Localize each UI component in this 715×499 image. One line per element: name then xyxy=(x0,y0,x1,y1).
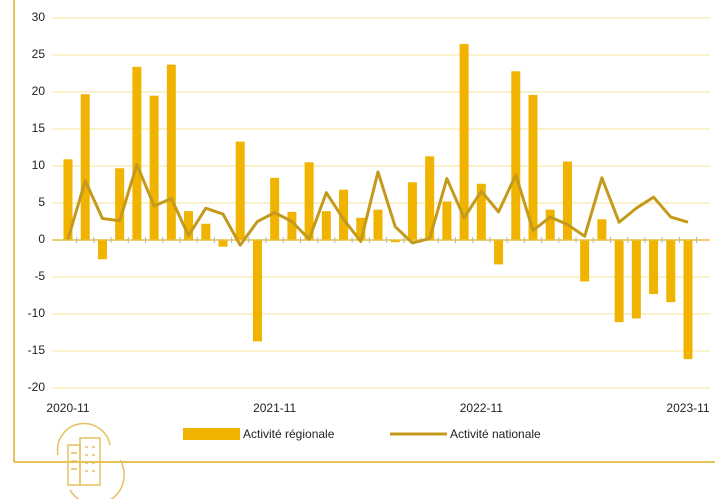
bar xyxy=(252,240,262,342)
bar xyxy=(511,71,521,240)
x-tick-label: 2023-11 xyxy=(666,401,709,415)
bar xyxy=(476,183,486,240)
bar xyxy=(442,201,452,240)
bar xyxy=(356,217,366,240)
bar xyxy=(321,211,331,240)
bar xyxy=(562,161,572,240)
y-tick-label: 30 xyxy=(32,10,46,24)
bar xyxy=(390,240,400,243)
bar xyxy=(683,240,693,360)
y-tick-label: -10 xyxy=(28,306,46,320)
bar xyxy=(649,240,659,295)
bar xyxy=(425,156,435,240)
bar xyxy=(201,223,211,240)
y-tick-label: 0 xyxy=(38,232,45,246)
bar xyxy=(459,43,469,241)
bar xyxy=(580,240,590,282)
bar xyxy=(63,159,73,240)
y-tick-label: 5 xyxy=(38,195,45,209)
bar xyxy=(339,189,349,240)
bar xyxy=(97,240,107,260)
bar xyxy=(373,209,383,240)
y-tick-label: -20 xyxy=(28,380,46,394)
line xyxy=(66,163,689,247)
y-tick-label: 20 xyxy=(32,84,46,98)
y-tick-label: 15 xyxy=(32,121,46,135)
bar xyxy=(218,240,228,247)
x-tick-label: 2022-11 xyxy=(460,401,503,415)
bar xyxy=(666,240,676,303)
bar xyxy=(631,240,641,319)
bar xyxy=(494,240,504,265)
bar xyxy=(270,177,280,240)
y-tick-label: 25 xyxy=(32,47,46,61)
bar xyxy=(166,64,176,241)
bar xyxy=(149,95,159,240)
legend-label: Activité régionale xyxy=(243,427,335,441)
legend-label: Activité nationale xyxy=(450,427,541,441)
bar xyxy=(528,94,538,241)
bar xyxy=(115,168,125,240)
bar xyxy=(614,240,624,323)
bar xyxy=(304,162,314,240)
y-tick-label: -15 xyxy=(28,343,46,357)
x-tick-label: 2020-11 xyxy=(46,401,89,415)
bar xyxy=(407,182,417,240)
legend-swatch xyxy=(183,428,240,440)
bar xyxy=(597,219,607,240)
bar xyxy=(184,211,194,240)
bar xyxy=(235,141,245,240)
y-tick-label: -5 xyxy=(34,269,45,283)
bar xyxy=(80,94,90,240)
bar xyxy=(132,66,142,240)
bar xyxy=(545,209,555,240)
y-tick-label: 10 xyxy=(32,158,46,172)
bar xyxy=(287,211,297,240)
x-tick-label: 2021-11 xyxy=(253,401,296,415)
